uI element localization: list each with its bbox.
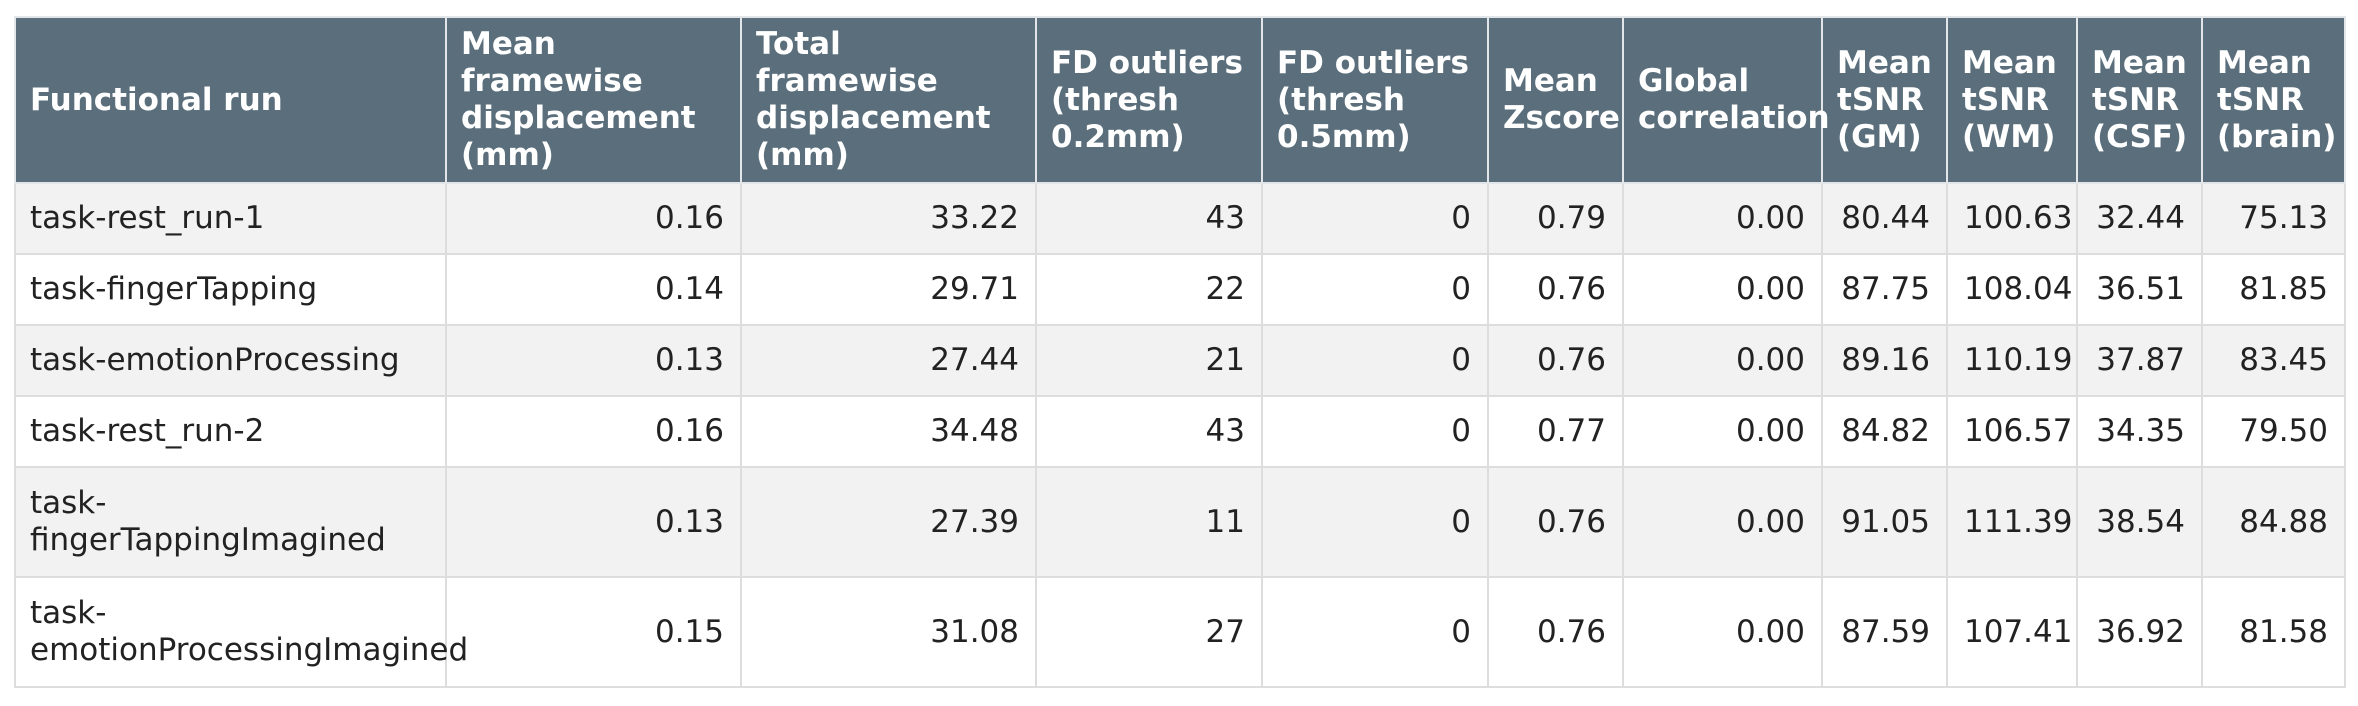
cell-tsnr-csf: 36.51 <box>2076 253 2203 326</box>
cell-tsnr-csf: 38.54 <box>2076 466 2203 578</box>
header-functional-run: Functional run <box>14 16 447 184</box>
header-tsnr-wm: Mean tSNR (WM) <box>1946 16 2078 184</box>
cell-fd-outliers-02: 27 <box>1035 576 1263 688</box>
cell-mean-zscore: 0.76 <box>1487 466 1624 578</box>
cell-run-name: task-emotionProcessing <box>14 324 447 397</box>
cell-mean-zscore: 0.76 <box>1487 324 1624 397</box>
cell-global-correlation: 0.00 <box>1622 576 1823 688</box>
cell-mean-fd: 0.15 <box>445 576 742 688</box>
cell-mean-fd: 0.13 <box>445 466 742 578</box>
cell-mean-fd: 0.16 <box>445 395 742 468</box>
cell-total-fd: 29.71 <box>740 253 1037 326</box>
cell-global-correlation: 0.00 <box>1622 395 1823 468</box>
table-row: task-rest_run-2 0.16 34.48 43 0 0.77 0.0… <box>14 395 2346 468</box>
cell-total-fd: 33.22 <box>740 182 1037 255</box>
cell-tsnr-gm: 87.59 <box>1821 576 1948 688</box>
cell-fd-outliers-05: 0 <box>1261 253 1489 326</box>
cell-tsnr-gm: 87.75 <box>1821 253 1948 326</box>
cell-total-fd: 27.44 <box>740 324 1037 397</box>
header-fd-outliers-05: FD outliers (thresh 0.5mm) <box>1261 16 1489 184</box>
cell-tsnr-csf: 36.92 <box>2076 576 2203 688</box>
header-mean-fd: Mean framewise displacement (mm) <box>445 16 742 184</box>
summary-table-container: Functional run Mean framewise displaceme… <box>14 16 2346 688</box>
cell-fd-outliers-05: 0 <box>1261 576 1489 688</box>
cell-tsnr-wm: 106.57 <box>1946 395 2078 468</box>
cell-tsnr-csf: 37.87 <box>2076 324 2203 397</box>
table-row: task-fingerTappingImagined 0.13 27.39 11… <box>14 466 2346 578</box>
header-tsnr-csf: Mean tSNR (CSF) <box>2076 16 2203 184</box>
cell-total-fd: 27.39 <box>740 466 1037 578</box>
cell-global-correlation: 0.00 <box>1622 182 1823 255</box>
cell-fd-outliers-05: 0 <box>1261 466 1489 578</box>
cell-run-name: task-rest_run-1 <box>14 182 447 255</box>
cell-run-name: task-emotionProcessingImagined <box>14 576 468 688</box>
cell-tsnr-wm: 111.39 <box>1946 466 2078 578</box>
header-tsnr-gm: Mean tSNR (GM) <box>1821 16 1948 184</box>
cell-mean-zscore: 0.79 <box>1487 182 1624 255</box>
cell-mean-zscore: 0.76 <box>1487 253 1624 326</box>
cell-tsnr-csf: 32.44 <box>2076 182 2203 255</box>
cell-tsnr-wm: 108.04 <box>1946 253 2078 326</box>
cell-mean-fd: 0.13 <box>445 324 742 397</box>
cell-fd-outliers-02: 22 <box>1035 253 1263 326</box>
header-fd-outliers-02: FD outliers (thresh 0.2mm) <box>1035 16 1263 184</box>
cell-tsnr-csf: 34.35 <box>2076 395 2203 468</box>
cell-tsnr-wm: 110.19 <box>1946 324 2078 397</box>
cell-mean-fd: 0.16 <box>445 182 742 255</box>
cell-mean-zscore: 0.76 <box>1487 576 1624 688</box>
header-global-correlation: Global correlation <box>1622 16 1830 184</box>
cell-tsnr-brain: 84.88 <box>2201 466 2346 578</box>
cell-tsnr-gm: 89.16 <box>1821 324 1948 397</box>
cell-global-correlation: 0.00 <box>1622 324 1823 397</box>
cell-tsnr-gm: 91.05 <box>1821 466 1948 578</box>
table-header-row: Functional run Mean framewise displaceme… <box>14 16 2346 184</box>
cell-fd-outliers-02: 21 <box>1035 324 1263 397</box>
header-tsnr-brain: Mean tSNR (brain) <box>2201 16 2346 184</box>
cell-fd-outliers-05: 0 <box>1261 395 1489 468</box>
cell-tsnr-brain: 83.45 <box>2201 324 2346 397</box>
cell-tsnr-wm: 100.63 <box>1946 182 2078 255</box>
cell-tsnr-brain: 81.58 <box>2201 576 2346 688</box>
cell-mean-zscore: 0.77 <box>1487 395 1624 468</box>
header-total-fd: Total framewise displacement (mm) <box>740 16 1037 184</box>
cell-run-name: task-fingerTapping <box>14 253 447 326</box>
functional-runs-table: Functional run Mean framewise displaceme… <box>14 16 2346 688</box>
table-row: task-emotionProcessingImagined 0.15 31.0… <box>14 576 2346 688</box>
cell-tsnr-brain: 75.13 <box>2201 182 2346 255</box>
cell-fd-outliers-05: 0 <box>1261 324 1489 397</box>
cell-mean-fd: 0.14 <box>445 253 742 326</box>
table-row: task-fingerTapping 0.14 29.71 22 0 0.76 … <box>14 253 2346 326</box>
cell-global-correlation: 0.00 <box>1622 466 1823 578</box>
cell-fd-outliers-02: 11 <box>1035 466 1263 578</box>
cell-global-correlation: 0.00 <box>1622 253 1823 326</box>
table-row: task-emotionProcessing 0.13 27.44 21 0 0… <box>14 324 2346 397</box>
cell-fd-outliers-05: 0 <box>1261 182 1489 255</box>
cell-tsnr-brain: 79.50 <box>2201 395 2346 468</box>
cell-tsnr-gm: 80.44 <box>1821 182 1948 255</box>
cell-total-fd: 34.48 <box>740 395 1037 468</box>
cell-tsnr-wm: 107.41 <box>1946 576 2078 688</box>
cell-run-name: task-rest_run-2 <box>14 395 447 468</box>
cell-fd-outliers-02: 43 <box>1035 182 1263 255</box>
table-row: task-rest_run-1 0.16 33.22 43 0 0.79 0.0… <box>14 182 2346 255</box>
cell-tsnr-gm: 84.82 <box>1821 395 1948 468</box>
cell-tsnr-brain: 81.85 <box>2201 253 2346 326</box>
cell-fd-outliers-02: 43 <box>1035 395 1263 468</box>
header-mean-zscore: Mean Zscore <box>1487 16 1624 184</box>
cell-total-fd: 31.08 <box>740 576 1037 688</box>
cell-run-name: task-fingerTappingImagined <box>14 466 447 578</box>
